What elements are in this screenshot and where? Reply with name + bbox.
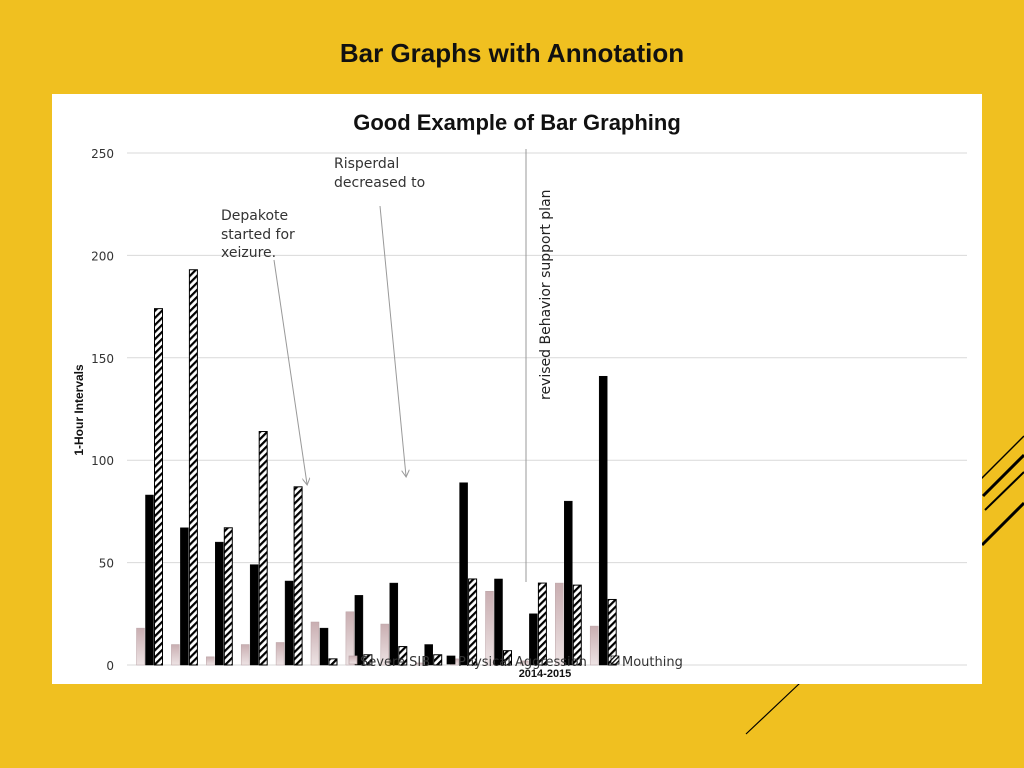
- bar-physical-aggression: [564, 500, 573, 666]
- bar-severe-sib: [275, 642, 285, 666]
- bar-mouthing: [398, 646, 408, 666]
- y-tick-label: 150: [91, 352, 114, 366]
- y-tick-label: 0: [106, 659, 114, 673]
- bar-physical-aggression: [459, 482, 468, 666]
- bar-physical-aggression: [145, 494, 154, 666]
- bar-mouthing: [188, 269, 198, 666]
- annotation-line: decreased to: [334, 175, 425, 191]
- bar-severe-sib: [520, 660, 529, 666]
- decor-line: [745, 682, 801, 735]
- bar-severe-sib: [555, 582, 564, 666]
- chart-panel: Good Example of Bar Graphing 0 50 100 150 20…: [52, 94, 982, 684]
- decor-line: [981, 453, 1024, 498]
- bar-severe-sib: [589, 625, 599, 666]
- annotation-line: started for: [221, 227, 295, 243]
- decor-line: [980, 501, 1024, 547]
- annotation-line: Risperdal: [334, 156, 399, 172]
- bar-mouthing: [572, 584, 582, 666]
- bar-mouthing: [328, 658, 338, 666]
- bar-physical-aggression: [529, 613, 538, 666]
- bar-physical-aggression: [249, 564, 259, 666]
- y-tick-label: 200: [91, 249, 114, 263]
- legend-label: Physical Aggression: [458, 655, 587, 670]
- bar-mouthing: [503, 650, 512, 666]
- chart-title: Good Example of Bar Graphing: [353, 110, 681, 135]
- bar-severe-sib: [240, 644, 250, 666]
- annotation-line: xeizure.: [221, 245, 276, 261]
- annotation-arrow: [273, 259, 307, 484]
- bars: [136, 269, 617, 666]
- bar-severe-sib: [136, 627, 145, 666]
- bar-mouthing: [223, 527, 233, 666]
- bar-mouthing: [293, 486, 303, 666]
- bar-physical-aggression: [319, 627, 329, 666]
- annotation-arrow: [379, 205, 406, 476]
- bar-physical-aggression: [494, 578, 503, 666]
- annotation-risperdal: Risperdal decreased to: [334, 156, 425, 476]
- y-tick-label: 50: [99, 557, 114, 571]
- bar-mouthing: [607, 598, 617, 666]
- y-axis-label: 1-Hour Intervals: [72, 364, 86, 456]
- annotation-line: Depakote: [221, 208, 288, 224]
- bar-severe-sib: [345, 611, 355, 666]
- phase-line-label: revised Behavior support plan: [538, 189, 554, 400]
- y-tick-label: 250: [91, 147, 114, 161]
- bar-severe-sib: [415, 662, 424, 666]
- legend-label: Mouthing: [622, 655, 683, 670]
- legend: Severe SIB Physical Aggression Mouthing: [348, 655, 683, 670]
- decor-line: [984, 471, 1024, 511]
- slide-title: Bar Graphs with Annotation: [339, 38, 685, 68]
- bar-physical-aggression: [284, 580, 294, 666]
- bar-physical-aggression: [389, 582, 399, 666]
- bar-severe-sib: [171, 644, 180, 666]
- bar-mouthing: [363, 654, 373, 666]
- legend-swatch: [446, 655, 456, 665]
- bar-severe-sib: [380, 623, 390, 666]
- bar-mouthing: [258, 431, 268, 666]
- bar-mouthing: [468, 578, 478, 666]
- bar-severe-sib: [485, 591, 494, 666]
- y-tick-label: 100: [91, 454, 114, 468]
- bar-severe-sib: [310, 621, 320, 666]
- bar-chart: Good Example of Bar Graphing 0 50 100 150 20…: [72, 110, 967, 680]
- bar-severe-sib: [206, 656, 215, 666]
- bar-physical-aggression: [598, 375, 608, 666]
- bar-mouthing: [154, 308, 163, 666]
- bar-physical-aggression: [180, 527, 189, 666]
- bar-physical-aggression: [424, 644, 433, 666]
- bar-mouthing: [433, 654, 443, 666]
- bar-physical-aggression: [215, 541, 224, 666]
- bar-physical-aggression: [354, 595, 364, 666]
- x-axis-label: 2014-2015: [519, 668, 572, 680]
- legend-swatch: [610, 655, 620, 665]
- legend-label: Severe SIB: [360, 655, 430, 670]
- annotation-depakote: Depakote started for xeizure.: [221, 208, 307, 484]
- bar-mouthing: [537, 582, 547, 666]
- decor-line: [979, 435, 1024, 481]
- legend-swatch: [348, 655, 358, 665]
- y-axis-ticks: 0 50 100 150 200 250: [91, 147, 114, 673]
